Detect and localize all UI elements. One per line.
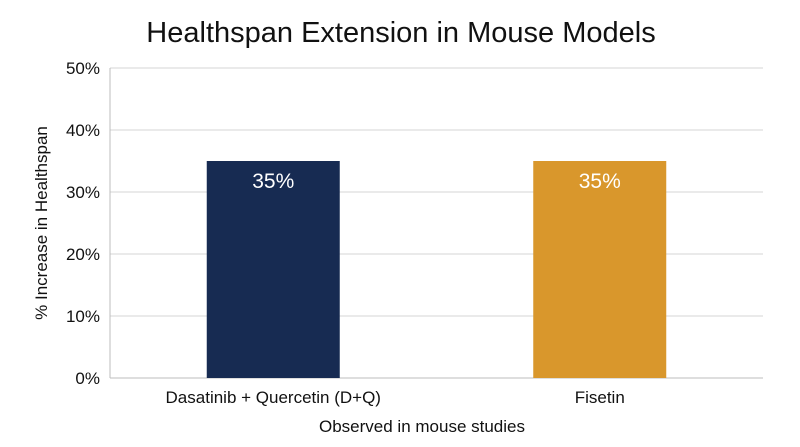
x-axis-title: Observed in mouse studies [319,417,525,436]
data-label: 35% [579,170,621,193]
bar [206,161,340,378]
bar [533,161,667,378]
y-tick-label: 20% [66,245,100,264]
y-axis-title: % Increase in Healthspan [32,126,51,320]
chart-title: Healthspan Extension in Mouse Models [146,17,655,49]
x-tick-label: Fisetin [575,388,625,407]
x-axis-ticks: Dasatinib + Quercetin (D+Q) Fisetin [166,388,625,407]
x-tick-label: Dasatinib + Quercetin (D+Q) [166,388,381,407]
y-tick-label: 10% [66,307,100,326]
y-tick-label: 30% [66,183,100,202]
data-label: 35% [252,170,294,193]
data-labels: 35% 35% [252,170,621,193]
y-tick-label: 40% [66,121,100,140]
y-tick-label: 0% [75,369,100,388]
bars [206,161,667,378]
y-tick-label: 50% [66,59,100,78]
y-axis-ticks: 0% 10% 20% 30% 40% 50% [66,59,100,388]
